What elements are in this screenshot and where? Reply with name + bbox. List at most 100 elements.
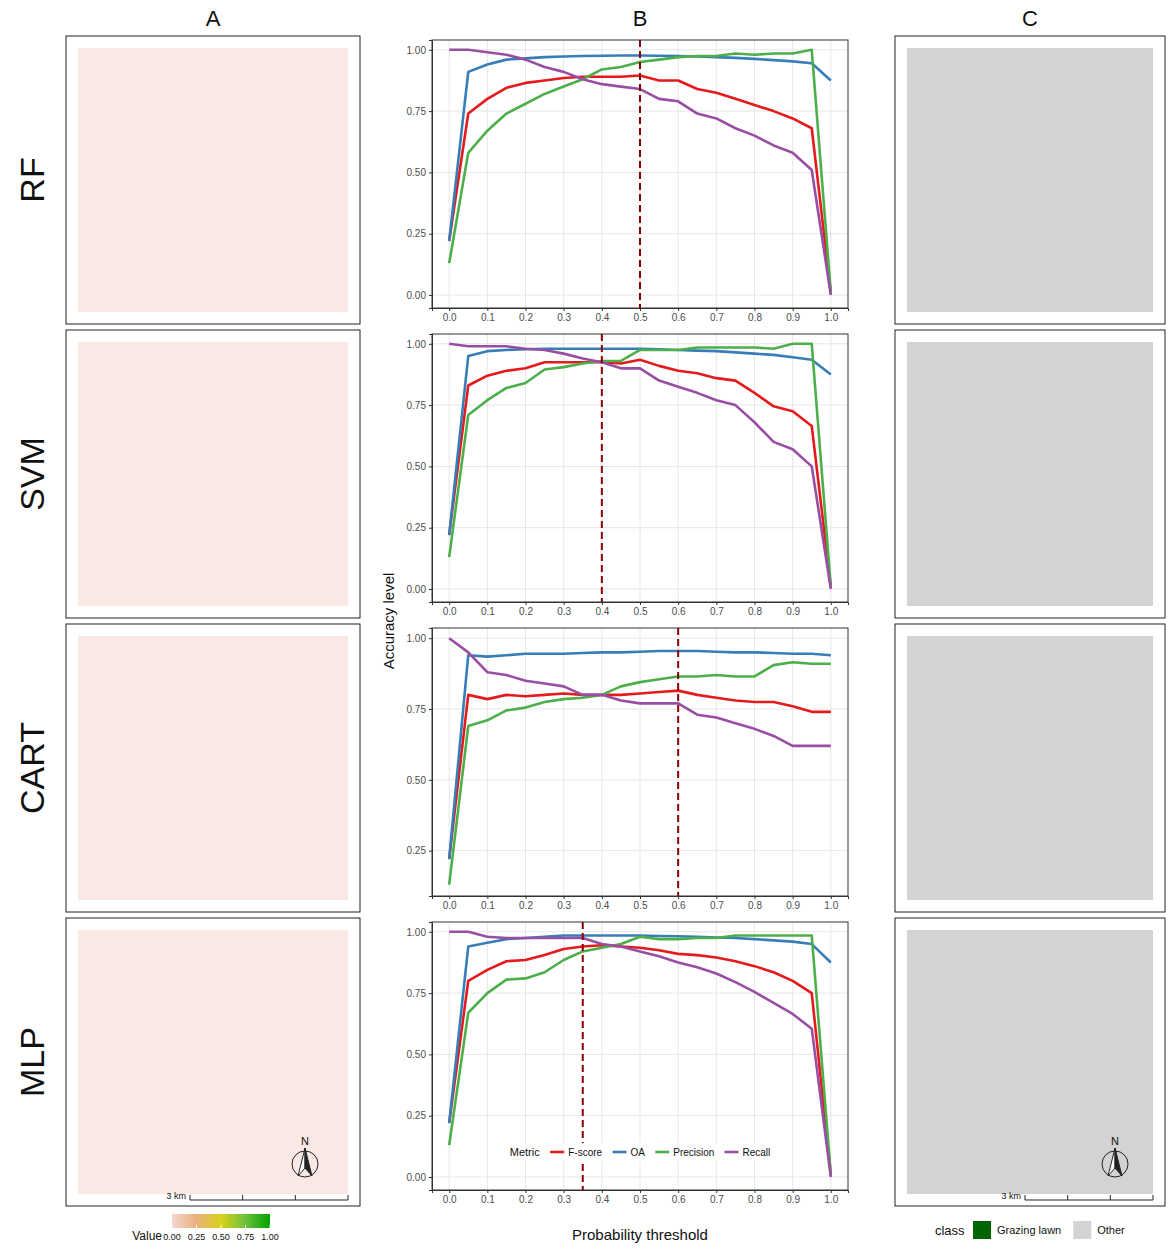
tick-label: 0.5 [634, 312, 648, 323]
north-arrow-right [1115, 1148, 1122, 1176]
tick-label: 0.1 [481, 312, 495, 323]
colorbar-tick-label: 0.00 [163, 1232, 181, 1242]
tick-label: 0.75 [407, 988, 427, 999]
series-line [449, 55, 831, 241]
grid-line-x [792, 922, 793, 1190]
north-arrow-left [298, 1148, 305, 1176]
grid-line-x [487, 334, 488, 602]
plot-marks [449, 922, 831, 1190]
y-axis: 0.000.250.500.751.00 [407, 923, 433, 1191]
class-swatch [973, 1221, 991, 1239]
tick-label: 0.9 [786, 900, 800, 911]
tick-label: 0.75 [407, 106, 427, 117]
tick-label: 0.4 [595, 312, 609, 323]
column-header: B [633, 6, 648, 31]
tick: 1.00 [407, 339, 432, 350]
grid-line-x [678, 334, 679, 602]
tick: 0.7 [710, 896, 724, 911]
grid-line-x [525, 40, 526, 308]
tick: 0.4 [595, 1190, 609, 1205]
tick-label: 0.2 [519, 606, 533, 617]
grid-line-x [830, 628, 831, 896]
tick-label: 0.7 [710, 606, 724, 617]
tick: 0.1 [481, 896, 495, 911]
tick-label: 0.50 [407, 775, 427, 786]
grid-line-x [487, 922, 488, 1190]
series-line [449, 360, 831, 587]
row-label: RF [13, 157, 51, 202]
tick: 1.0 [824, 602, 838, 617]
tick-label: 0.1 [481, 606, 495, 617]
plot-marks [449, 40, 831, 308]
grid-line-x [449, 922, 450, 1190]
grid-line-x [678, 628, 679, 896]
tick-label: 0.7 [710, 1194, 724, 1205]
series-line [449, 935, 831, 1174]
tick: 0.3 [557, 308, 571, 323]
tick: 0.50 [407, 167, 432, 178]
class-map [895, 330, 1165, 618]
map-frame [66, 918, 360, 1206]
scale-bar-tick [348, 1195, 349, 1200]
scale-bar-tick [242, 1195, 243, 1200]
tick-label: 0.3 [557, 312, 571, 323]
colorbar-tick [196, 1225, 197, 1228]
grid-line-x [716, 40, 717, 308]
tick: 0.25 [407, 228, 432, 239]
tick-label: 0.0 [443, 606, 457, 617]
tick-label: 0.6 [672, 1194, 686, 1205]
tick: 0.25 [407, 1110, 432, 1121]
tick: 0.3 [557, 602, 571, 617]
tick-label: 0.25 [407, 228, 427, 239]
colorbar-tick-label: 1.00 [261, 1232, 279, 1242]
tick: 0.4 [595, 308, 609, 323]
tick-label: 0.1 [481, 1194, 495, 1205]
plot-background [432, 922, 848, 1190]
tick-label: 0.7 [710, 900, 724, 911]
scale-bar-line [1025, 1200, 1153, 1201]
probability-map: N3 km [66, 918, 360, 1206]
map-raster [907, 636, 1153, 900]
line-chart: 0.00.10.20.30.40.50.60.70.80.91.00.000.2… [407, 40, 849, 323]
legend-label: Recall [742, 1147, 770, 1158]
plot-frame [432, 40, 848, 308]
probability-map [66, 624, 360, 912]
tick-label: 0.7 [710, 312, 724, 323]
plot-background [432, 40, 848, 308]
map-frame [66, 624, 360, 912]
class-legend-label: Other [1097, 1224, 1125, 1236]
tick: 0.6 [672, 308, 686, 323]
plot-background [432, 628, 848, 896]
x-axis: 0.00.10.20.30.40.50.60.70.80.91.0 [433, 1190, 849, 1205]
tick-label: 0.50 [407, 167, 427, 178]
north-arrow: N [292, 1135, 318, 1177]
tick-label: 0.6 [672, 606, 686, 617]
class-legend-label: Grazing lawn [997, 1224, 1061, 1236]
map-raster [907, 342, 1153, 606]
grid-line-x [640, 40, 641, 308]
plot-background [432, 334, 848, 602]
tick: 0.8 [748, 308, 762, 323]
class-map: N3 km [895, 918, 1165, 1206]
tick-label: 1.0 [824, 312, 838, 323]
map-raster [78, 636, 348, 900]
probability-map [66, 330, 360, 618]
y-axis-title: Accuracy level [380, 573, 397, 670]
tick: 0.0 [443, 308, 457, 323]
grid-line-x [487, 40, 488, 308]
tick: 0.4 [595, 602, 609, 617]
series-line [449, 344, 831, 589]
map-frame [895, 918, 1165, 1206]
tick: 1.0 [824, 1190, 838, 1205]
legend-swatch [655, 1151, 669, 1154]
tick-label: 0.8 [748, 606, 762, 617]
tick-label: 0.50 [407, 461, 427, 472]
tick: 0.50 [407, 461, 432, 472]
colorbar-title: Value [132, 1229, 162, 1243]
map-raster [78, 342, 348, 606]
map-frame [66, 330, 360, 618]
tick: 1.0 [824, 308, 838, 323]
colorbar-tick-label: 0.50 [212, 1232, 230, 1242]
colorbar: Value0.000.250.500.751.00 [132, 1214, 279, 1243]
y-axis: 0.250.500.751.00 [407, 629, 433, 897]
